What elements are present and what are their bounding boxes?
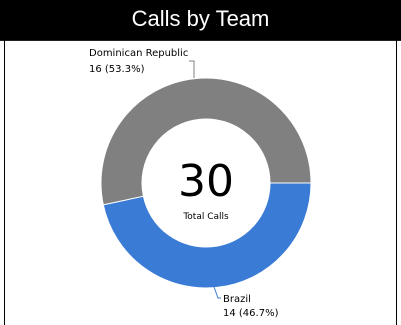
chart-title: Calls by Team [131,6,270,31]
slice-label-brazil-name: Brazil [223,294,251,305]
slice-dominican-republic[interactable] [100,77,312,206]
slice-label-brazil-value: 14 (46.7%) [223,308,279,319]
slice-brazil[interactable] [102,182,312,289]
title-bar: Calls by Team [0,0,401,41]
frame-right-border [396,40,397,325]
leader-line-brazil [213,286,221,299]
frame-left-border [4,40,5,325]
center-total-caption: Total Calls [182,212,229,222]
leader-line-dominican-republic [189,60,195,78]
center-total-value: 30 [178,156,234,207]
slice-label-dominican-republic-name: Dominican Republic [89,48,188,59]
slice-label-dominican-republic-value: 16 (53.3%) [89,64,145,75]
